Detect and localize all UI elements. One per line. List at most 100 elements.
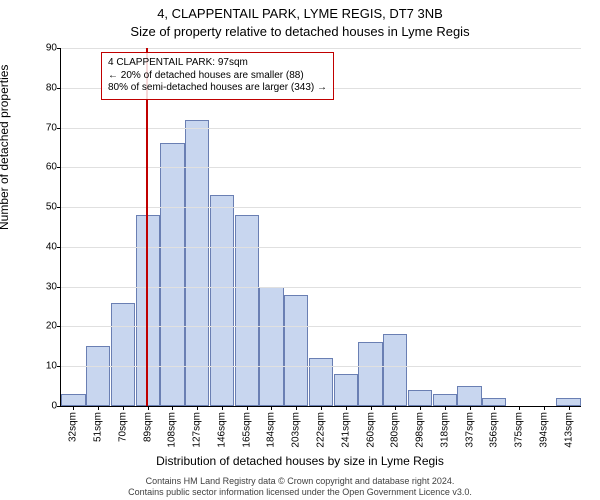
xtick-label: 89sqm bbox=[142, 412, 153, 442]
xtick-mark bbox=[73, 406, 74, 410]
xtick-mark bbox=[148, 406, 149, 410]
xtick-label: 51sqm bbox=[93, 412, 104, 442]
gridline bbox=[61, 247, 581, 248]
xtick-label: 70sqm bbox=[117, 412, 128, 442]
gridline bbox=[61, 287, 581, 288]
plot-area: 010203040506070809032sqm51sqm70sqm89sqm1… bbox=[60, 48, 581, 407]
chart-subtitle: Size of property relative to detached ho… bbox=[0, 24, 600, 39]
xtick-label: 413sqm bbox=[563, 412, 574, 448]
xtick-label: 165sqm bbox=[241, 412, 252, 448]
annotation-box: 4 CLAPPENTAIL PARK: 97sqm← 20% of detach… bbox=[101, 52, 334, 100]
footer-attribution: Contains HM Land Registry data © Crown c… bbox=[0, 476, 600, 498]
ytick-label: 0 bbox=[51, 401, 57, 412]
y-axis-label: Number of detached properties bbox=[0, 65, 11, 230]
histogram-bar bbox=[61, 394, 85, 406]
xtick-mark bbox=[346, 406, 347, 410]
histogram-bar bbox=[433, 394, 457, 406]
chart-title: 4, CLAPPENTAIL PARK, LYME REGIS, DT7 3NB bbox=[0, 6, 600, 21]
xtick-label: 241sqm bbox=[340, 412, 351, 448]
xtick-label: 184sqm bbox=[266, 412, 277, 448]
xtick-mark bbox=[321, 406, 322, 410]
bars-layer bbox=[61, 48, 581, 406]
xtick-label: 394sqm bbox=[538, 412, 549, 448]
annotation-line: 80% of semi-detached houses are larger (… bbox=[108, 82, 327, 95]
histogram-bar bbox=[210, 195, 234, 406]
x-axis-label: Distribution of detached houses by size … bbox=[0, 454, 600, 468]
xtick-label: 260sqm bbox=[365, 412, 376, 448]
gridline bbox=[61, 48, 581, 49]
annotation-line: ← 20% of detached houses are smaller (88… bbox=[108, 70, 327, 83]
xtick-mark bbox=[445, 406, 446, 410]
ytick-label: 10 bbox=[46, 361, 57, 372]
ytick-label: 50 bbox=[46, 202, 57, 213]
xtick-label: 318sqm bbox=[439, 412, 450, 448]
xtick-label: 108sqm bbox=[167, 412, 178, 448]
ytick-mark bbox=[57, 167, 61, 168]
histogram-bar bbox=[408, 390, 432, 406]
histogram-bar bbox=[358, 342, 382, 406]
histogram-bar bbox=[334, 374, 358, 406]
footer-line: Contains HM Land Registry data © Crown c… bbox=[0, 476, 600, 487]
annotation-line: 4 CLAPPENTAIL PARK: 97sqm bbox=[108, 57, 327, 70]
chart-container: 4, CLAPPENTAIL PARK, LYME REGIS, DT7 3NB… bbox=[0, 0, 600, 500]
ytick-label: 40 bbox=[46, 241, 57, 252]
ytick-label: 30 bbox=[46, 281, 57, 292]
xtick-mark bbox=[470, 406, 471, 410]
ytick-label: 80 bbox=[46, 82, 57, 93]
histogram-bar bbox=[86, 346, 110, 406]
xtick-mark bbox=[569, 406, 570, 410]
xtick-label: 32sqm bbox=[68, 412, 79, 442]
xtick-label: 203sqm bbox=[291, 412, 302, 448]
histogram-bar bbox=[259, 287, 283, 406]
gridline bbox=[61, 167, 581, 168]
xtick-mark bbox=[420, 406, 421, 410]
xtick-mark bbox=[98, 406, 99, 410]
ytick-label: 70 bbox=[46, 122, 57, 133]
xtick-label: 337sqm bbox=[464, 412, 475, 448]
xtick-label: 127sqm bbox=[192, 412, 203, 448]
histogram-bar bbox=[383, 334, 407, 406]
histogram-bar bbox=[235, 215, 259, 406]
histogram-bar bbox=[185, 120, 209, 406]
xtick-mark bbox=[172, 406, 173, 410]
ytick-mark bbox=[57, 326, 61, 327]
histogram-bar bbox=[482, 398, 506, 406]
gridline bbox=[61, 128, 581, 129]
xtick-label: 298sqm bbox=[415, 412, 426, 448]
ytick-label: 90 bbox=[46, 43, 57, 54]
histogram-bar bbox=[556, 398, 580, 406]
histogram-bar bbox=[457, 386, 481, 406]
ytick-label: 60 bbox=[46, 162, 57, 173]
ytick-mark bbox=[57, 247, 61, 248]
footer-line: Contains public sector information licen… bbox=[0, 487, 600, 498]
gridline bbox=[61, 326, 581, 327]
histogram-bar bbox=[111, 303, 135, 406]
xtick-mark bbox=[123, 406, 124, 410]
xtick-label: 356sqm bbox=[489, 412, 500, 448]
xtick-mark bbox=[544, 406, 545, 410]
xtick-label: 222sqm bbox=[316, 412, 327, 448]
xtick-mark bbox=[197, 406, 198, 410]
ytick-label: 20 bbox=[46, 321, 57, 332]
xtick-mark bbox=[296, 406, 297, 410]
xtick-mark bbox=[247, 406, 248, 410]
xtick-mark bbox=[519, 406, 520, 410]
xtick-label: 146sqm bbox=[216, 412, 227, 448]
xtick-mark bbox=[494, 406, 495, 410]
ytick-mark bbox=[57, 88, 61, 89]
xtick-mark bbox=[271, 406, 272, 410]
xtick-label: 375sqm bbox=[514, 412, 525, 448]
marker-line bbox=[146, 48, 148, 406]
gridline bbox=[61, 366, 581, 367]
histogram-bar bbox=[284, 295, 308, 406]
xtick-mark bbox=[222, 406, 223, 410]
ytick-mark bbox=[57, 406, 61, 407]
ytick-mark bbox=[57, 48, 61, 49]
xtick-mark bbox=[395, 406, 396, 410]
ytick-mark bbox=[57, 366, 61, 367]
gridline bbox=[61, 207, 581, 208]
xtick-label: 280sqm bbox=[390, 412, 401, 448]
xtick-mark bbox=[371, 406, 372, 410]
ytick-mark bbox=[57, 128, 61, 129]
ytick-mark bbox=[57, 207, 61, 208]
